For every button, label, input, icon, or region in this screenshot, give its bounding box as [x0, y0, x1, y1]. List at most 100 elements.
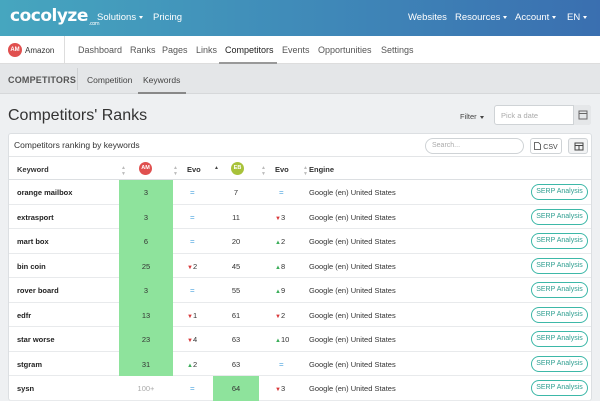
chevron-down-icon: [552, 15, 557, 19]
top-navbar: cocolyze.com Solutions Pricing Websites …: [0, 0, 600, 36]
eb-evolution: ▲8: [275, 261, 286, 271]
table-row: bin coin 25 ▼2 45 ▲8 Google (en) United State…: [9, 253, 591, 278]
columns-toggle-button[interactable]: [568, 138, 588, 154]
eb-rank-cell: 64: [213, 376, 259, 401]
filter-dropdown[interactable]: Filter: [460, 112, 484, 121]
eb-rank-cell: 55: [231, 286, 241, 295]
search-input[interactable]: Search...: [425, 138, 524, 154]
tab-pages[interactable]: Pages: [162, 45, 188, 55]
calendar-icon: [578, 110, 588, 120]
tab-competitors[interactable]: Competitors: [225, 45, 274, 55]
serp-analysis-button[interactable]: SERP Analysis: [531, 233, 588, 249]
am-evolution: =: [190, 286, 195, 295]
table-row: extrasport 3 = 11 ▼3 Google (en) United State…: [9, 204, 591, 229]
am-rank-cell: 100+: [137, 384, 155, 393]
serp-analysis-button[interactable]: SERP Analysis: [531, 257, 588, 274]
column-eb-badge[interactable]: EB: [231, 162, 244, 175]
eb-rank-cell: 45: [231, 261, 241, 271]
am-rank-cell: 3: [119, 278, 173, 303]
equal-icon: =: [279, 188, 284, 197]
engine-cell: Google (en) United States: [309, 237, 396, 246]
sort-icon[interactable]: ▲ ▼: [121, 165, 126, 177]
table-row: rover board 3 = 55 ▲9 Google (en) United Stat…: [9, 278, 591, 303]
logo[interactable]: cocolyze.com: [10, 6, 100, 27]
nav-resources-label: Resources: [455, 12, 501, 23]
eb-evolution: =: [279, 188, 284, 197]
eb-rank-cell: 61: [231, 310, 241, 320]
tab-ranks[interactable]: Ranks: [130, 45, 156, 55]
nav-resources[interactable]: Resources: [455, 12, 508, 23]
keyword-cell: rover board: [17, 286, 59, 295]
column-evo-eb[interactable]: Evo: [275, 165, 289, 174]
site-name: Amazon: [25, 45, 55, 55]
csv-export-button[interactable]: CSV: [530, 138, 562, 154]
tab-links[interactable]: Links: [196, 45, 218, 55]
column-am-badge[interactable]: AM: [139, 162, 152, 175]
equal-icon: =: [190, 384, 195, 393]
table-row: edfr 13 ▼1 61 ▼2 Google (en) United States SER…: [9, 302, 591, 327]
am-rank-cell: 3: [119, 180, 173, 205]
sort-icon[interactable]: ▲ ▼: [261, 165, 266, 177]
column-keyword[interactable]: Keyword: [17, 165, 49, 174]
table-row: stgram 31 ▲2 63 = Google (en) United States SE…: [9, 351, 591, 376]
table-columns-icon: [574, 142, 584, 151]
tab-events[interactable]: Events: [282, 45, 310, 55]
nav-solutions[interactable]: Solutions: [97, 12, 144, 23]
evolution-value: 2: [192, 359, 198, 369]
nav-websites[interactable]: Websites: [408, 12, 447, 23]
nav-language[interactable]: EN: [567, 12, 588, 23]
nav-pricing[interactable]: Pricing: [153, 12, 183, 23]
column-evo-am[interactable]: Evo: [187, 165, 201, 174]
tab-opportunities[interactable]: Opportunities: [318, 45, 372, 55]
eb-rank-cell: 63: [231, 359, 241, 369]
site-selector[interactable]: AM Amazon: [8, 43, 54, 57]
chevron-down-icon: [479, 115, 484, 119]
column-engine[interactable]: Engine: [309, 165, 335, 174]
divider: [64, 36, 65, 64]
am-evolution: =: [190, 213, 195, 222]
avatar: AM: [8, 43, 22, 57]
file-icon: [534, 142, 542, 150]
subtab-competition[interactable]: Competition: [87, 75, 133, 85]
evolution-value: 2: [280, 237, 286, 246]
serp-analysis-button[interactable]: SERP Analysis: [531, 282, 588, 298]
evolution-value: 2: [192, 261, 198, 271]
am-evolution: =: [190, 384, 195, 393]
eb-evolution: =: [279, 360, 284, 369]
serp-analysis-button[interactable]: SERP Analysis: [531, 380, 588, 396]
equal-icon: =: [190, 286, 195, 295]
nav-account[interactable]: Account: [515, 12, 557, 23]
equal-icon: =: [190, 212, 195, 222]
table-header: Keyword ▲ ▼ AM ▲ ▼ Evo ▲ EB ▲ ▼ Evo ▲ ▼ Engi…: [9, 156, 591, 180]
am-evolution: =: [190, 188, 195, 197]
sub-navbar: COMPETITORS Competition Keywords: [0, 64, 600, 94]
calendar-button[interactable]: [573, 105, 591, 125]
equal-icon: =: [190, 188, 195, 197]
subtab-keywords[interactable]: Keywords: [143, 75, 181, 85]
serp-analysis-button[interactable]: SERP Analysis: [531, 355, 588, 372]
card-title: Competitors ranking by keywords: [14, 140, 140, 150]
serp-analysis-button[interactable]: SERP Analysis: [531, 306, 588, 323]
eb-evolution: ▼2: [275, 310, 286, 320]
am-rank-cell: 23: [119, 327, 173, 352]
am-rank-cell: 13: [119, 302, 173, 327]
evolution-value: 1: [192, 310, 198, 320]
evolution-value: 10: [280, 335, 290, 344]
ranking-card: Competitors ranking by keywords Search..…: [8, 133, 592, 401]
sort-asc-icon[interactable]: ▲: [214, 165, 219, 171]
keyword-cell: orange mailbox: [17, 188, 73, 197]
active-tab-indicator: [219, 62, 277, 64]
nav-solutions-label: Solutions: [97, 12, 137, 23]
serp-analysis-button[interactable]: SERP Analysis: [531, 331, 588, 347]
date-picker-input[interactable]: Pick a date: [494, 105, 591, 125]
sort-icon[interactable]: ▲ ▼: [173, 165, 178, 177]
sort-icon[interactable]: ▲ ▼: [303, 165, 308, 177]
am-evolution: =: [190, 237, 195, 246]
serp-analysis-button[interactable]: SERP Analysis: [531, 184, 588, 200]
tab-dashboard[interactable]: Dashboard: [78, 45, 123, 55]
tab-settings[interactable]: Settings: [381, 45, 414, 55]
logo-text: cocolyze: [10, 6, 88, 26]
chevron-down-icon: [583, 15, 588, 19]
serp-analysis-button[interactable]: SERP Analysis: [531, 208, 588, 225]
table-row: sysn 100+ = 64 ▼3 Google (en) United States SE…: [9, 376, 591, 401]
